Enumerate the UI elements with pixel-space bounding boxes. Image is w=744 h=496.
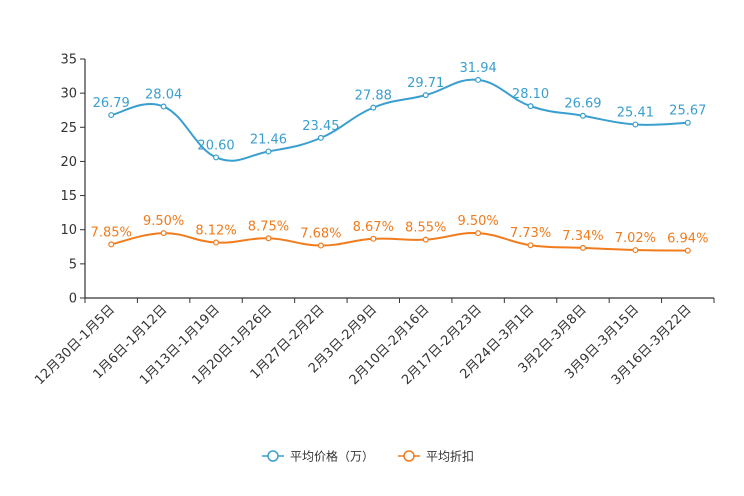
series-2-point bbox=[684, 247, 691, 254]
series-2-point bbox=[213, 239, 220, 246]
y-tick-label: 0 bbox=[69, 292, 77, 307]
series-2-point bbox=[265, 235, 272, 242]
series-line-1 bbox=[110, 78, 688, 162]
series-2-point bbox=[527, 242, 534, 249]
series-1-data-label: 21.46 bbox=[250, 132, 287, 147]
series-1-point bbox=[160, 103, 167, 110]
series-2-point bbox=[370, 235, 377, 242]
series-1-point bbox=[370, 104, 377, 111]
y-tick-label: 25 bbox=[60, 121, 77, 136]
series-1-data-label: 28.04 bbox=[145, 88, 182, 103]
series-line-2 bbox=[110, 232, 688, 252]
series-2-point bbox=[632, 247, 639, 254]
series-2-point bbox=[475, 230, 482, 237]
legend-label-2: 平均折扣 bbox=[426, 449, 474, 464]
series-1-point bbox=[422, 92, 429, 99]
series-1-data-label: 23.45 bbox=[302, 119, 339, 134]
series-1-point bbox=[265, 148, 272, 155]
y-tick-label: 15 bbox=[60, 189, 77, 204]
y-tick-label: 35 bbox=[60, 53, 77, 68]
series-1-data-label: 27.88 bbox=[355, 89, 392, 104]
series-2-point bbox=[422, 236, 429, 243]
series-1-data-label: 29.71 bbox=[407, 76, 444, 91]
series-2-point bbox=[579, 244, 586, 251]
series-2-data-label: 7.34% bbox=[562, 229, 603, 244]
series-1-point bbox=[108, 112, 115, 119]
series-2-data-label: 7.85% bbox=[91, 225, 132, 240]
series-1-data-label: 25.41 bbox=[617, 105, 654, 120]
series-2-data-label: 8.55% bbox=[405, 221, 446, 236]
series-2-data-label: 8.67% bbox=[353, 220, 394, 235]
series-1-data-label: 26.69 bbox=[564, 97, 601, 112]
legend-marker-circle bbox=[267, 450, 279, 462]
legend-marker-circle bbox=[403, 450, 415, 462]
series-1-point bbox=[213, 154, 220, 161]
series-1-data-label: 25.67 bbox=[669, 104, 706, 119]
series-2-data-label: 6.94% bbox=[667, 232, 708, 247]
series-1-data-label: 28.10 bbox=[512, 87, 549, 102]
legend-label-1: 平均价格（万） bbox=[290, 449, 374, 464]
series-2-data-label: 8.12% bbox=[195, 224, 236, 239]
y-tick-label: 10 bbox=[60, 223, 77, 238]
series-1-point bbox=[684, 119, 691, 126]
series-1-point bbox=[632, 121, 639, 128]
series-1-point bbox=[527, 103, 534, 110]
series-2-point bbox=[160, 230, 167, 237]
series-2-data-label: 7.68% bbox=[300, 227, 341, 242]
y-tick-label: 20 bbox=[60, 155, 77, 170]
series-2-point bbox=[108, 241, 115, 248]
series-2-data-label: 8.75% bbox=[248, 219, 289, 234]
series-2-data-label: 9.50% bbox=[143, 214, 184, 229]
series-1-data-label: 26.79 bbox=[93, 96, 130, 111]
series-1-data-label: 20.60 bbox=[197, 138, 234, 153]
y-tick-label: 5 bbox=[69, 257, 77, 272]
series-1-data-label: 31.94 bbox=[460, 61, 497, 76]
series-1-point bbox=[475, 76, 482, 83]
series-2-data-label: 7.73% bbox=[510, 226, 551, 241]
series-2-data-label: 9.50% bbox=[457, 214, 498, 229]
y-tick-label: 30 bbox=[60, 87, 77, 102]
series-2-data-label: 7.02% bbox=[615, 231, 656, 246]
series-2-point bbox=[317, 242, 324, 249]
series-1-point bbox=[317, 134, 324, 141]
series-1-point bbox=[579, 112, 586, 119]
